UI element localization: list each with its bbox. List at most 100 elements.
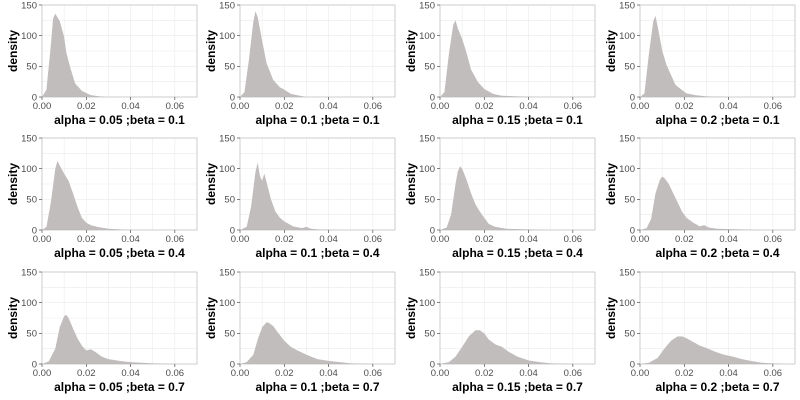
y-tick-label: 150 <box>21 0 37 11</box>
x-tick-label: 0.02 <box>475 368 494 379</box>
y-tick-label: 50 <box>424 329 435 340</box>
x-tick-label: 0.02 <box>675 101 694 112</box>
y-tick-label: 50 <box>624 195 635 206</box>
x-tick-label: 0.06 <box>564 234 583 245</box>
panel-border <box>41 271 198 365</box>
density-area <box>42 160 197 230</box>
x-axis-title: alpha = 0.15 ;beta = 0.4 <box>452 246 583 260</box>
x-tick-label: 0.02 <box>675 368 694 379</box>
x-tick-label: 0.04 <box>319 368 338 379</box>
x-axis-title: alpha = 0.2 ;beta = 0.4 <box>655 246 779 260</box>
y-tick-label: 150 <box>21 267 37 278</box>
y-axis-title: density <box>6 163 20 205</box>
x-tick-label: 0.00 <box>431 368 450 379</box>
panel-border <box>639 137 796 231</box>
x-tick-label: 0.02 <box>475 234 494 245</box>
density-area <box>640 176 795 230</box>
panel-border <box>439 4 596 98</box>
y-tick-label: 100 <box>419 31 435 42</box>
x-tick-label: 0.00 <box>33 234 52 245</box>
x-tick-label: 0.02 <box>77 234 96 245</box>
x-tick-label: 0.02 <box>77 368 96 379</box>
y-tick-label: 100 <box>21 164 37 175</box>
y-tick-label: 150 <box>419 133 435 144</box>
x-tick-label: 0.06 <box>166 101 185 112</box>
y-axis-title: density <box>6 297 20 339</box>
x-tick-label: 0.06 <box>364 101 383 112</box>
y-tick-label: 0 <box>430 359 435 370</box>
panel-border <box>639 271 796 365</box>
y-tick-label: 100 <box>21 31 37 42</box>
x-tick-label: 0.04 <box>519 234 538 245</box>
y-tick-label: 150 <box>419 0 435 11</box>
density-area <box>440 166 595 230</box>
density-area <box>240 162 395 230</box>
y-tick-label: 0 <box>32 92 37 103</box>
y-tick-label: 100 <box>219 164 235 175</box>
panel-border <box>41 4 198 98</box>
y-tick-label: 100 <box>21 298 37 309</box>
y-tick-label: 50 <box>424 195 435 206</box>
x-tick-label: 0.04 <box>121 368 140 379</box>
x-axis-title: alpha = 0.05 ;beta = 0.1 <box>54 113 185 127</box>
y-axis-title: density <box>604 163 618 205</box>
y-tick-label: 50 <box>26 329 37 340</box>
density-area <box>42 314 197 364</box>
x-tick-label: 0.00 <box>631 101 650 112</box>
x-tick-label: 0.02 <box>275 234 294 245</box>
panel-border <box>439 137 596 231</box>
y-tick-label: 50 <box>624 329 635 340</box>
x-tick-label: 0.02 <box>77 101 96 112</box>
panel-border <box>439 271 596 365</box>
y-tick-label: 150 <box>619 0 635 11</box>
x-tick-label: 0.00 <box>631 368 650 379</box>
y-tick-label: 150 <box>21 133 37 144</box>
y-tick-label: 0 <box>430 92 435 103</box>
x-axis-title: alpha = 0.2 ;beta = 0.7 <box>655 380 779 394</box>
y-axis-title: density <box>604 30 618 72</box>
x-tick-label: 0.00 <box>33 101 52 112</box>
x-tick-label: 0.06 <box>764 368 783 379</box>
y-axis-title: density <box>204 297 218 339</box>
y-tick-label: 50 <box>224 62 235 73</box>
y-tick-label: 50 <box>224 329 235 340</box>
y-tick-label: 50 <box>26 62 37 73</box>
x-axis-title: alpha = 0.1 ;beta = 0.1 <box>255 113 379 127</box>
y-tick-label: 0 <box>630 92 635 103</box>
density-area <box>440 20 595 97</box>
density-area <box>42 13 197 98</box>
y-axis-title: density <box>604 297 618 339</box>
y-tick-label: 0 <box>230 92 235 103</box>
y-tick-label: 0 <box>230 225 235 236</box>
y-axis-title: density <box>404 297 418 339</box>
y-tick-label: 0 <box>32 225 37 236</box>
y-tick-label: 0 <box>230 359 235 370</box>
x-tick-label: 0.00 <box>231 101 250 112</box>
x-tick-label: 0.00 <box>431 234 450 245</box>
x-tick-label: 0.04 <box>121 101 140 112</box>
x-axis-title: alpha = 0.2 ;beta = 0.1 <box>655 113 779 127</box>
panel-border <box>41 137 198 231</box>
y-tick-label: 0 <box>630 225 635 236</box>
x-tick-label: 0.02 <box>275 101 294 112</box>
y-tick-label: 150 <box>219 267 235 278</box>
x-tick-label: 0.04 <box>121 234 140 245</box>
y-tick-label: 100 <box>619 164 635 175</box>
x-tick-label: 0.06 <box>764 234 783 245</box>
y-tick-label: 50 <box>224 195 235 206</box>
panel-border <box>639 4 796 98</box>
density-area <box>640 16 795 97</box>
y-tick-label: 0 <box>630 359 635 370</box>
x-tick-label: 0.04 <box>519 101 538 112</box>
x-tick-label: 0.00 <box>231 234 250 245</box>
y-tick-label: 150 <box>619 267 635 278</box>
x-tick-label: 0.00 <box>33 368 52 379</box>
x-tick-label: 0.00 <box>631 234 650 245</box>
